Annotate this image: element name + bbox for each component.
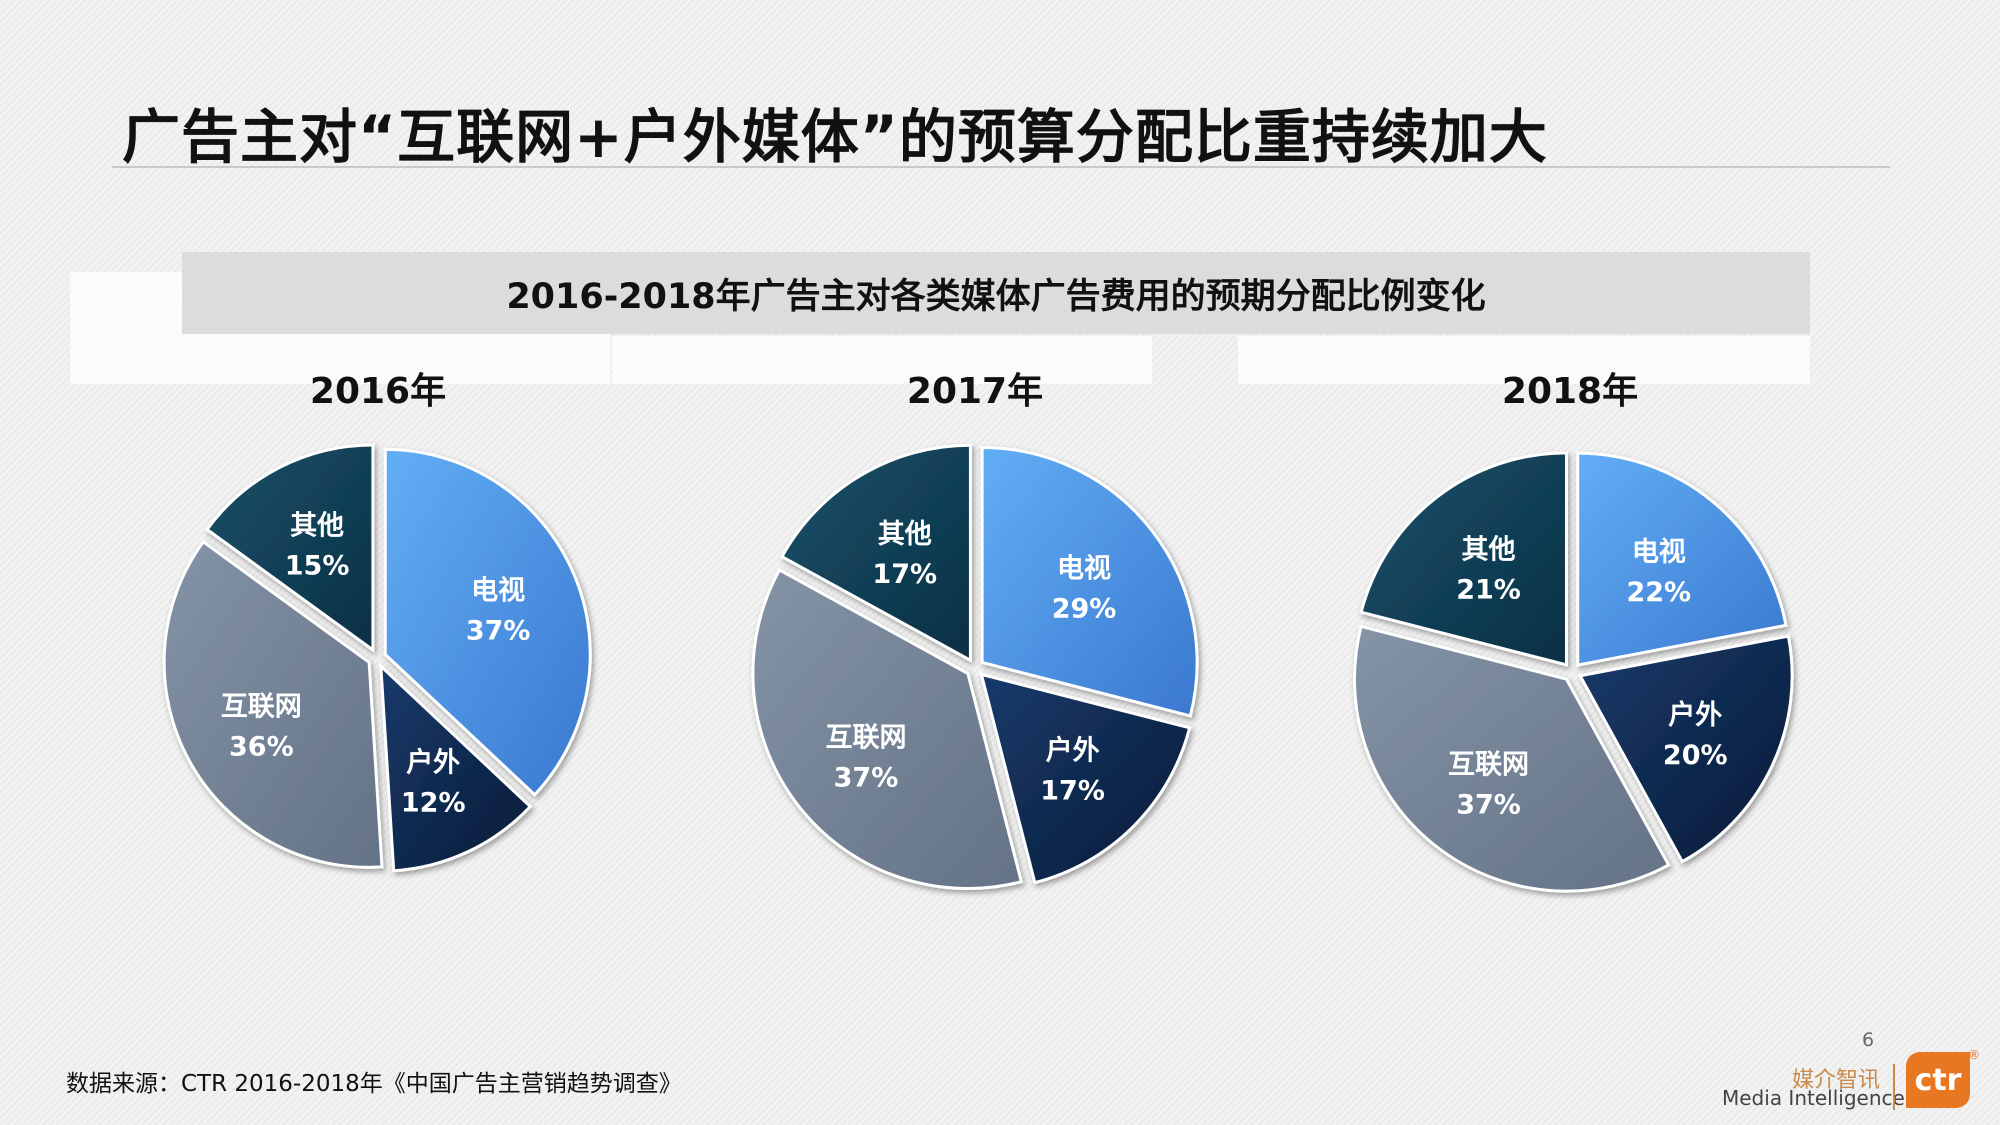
slice-category-label-2017-户外: 户外 bbox=[1046, 735, 1100, 767]
panel-background-middle bbox=[612, 336, 1152, 384]
slice-value-label-2016-电视: 37% bbox=[466, 616, 531, 647]
pie-title-2016: 2016年 bbox=[309, 371, 447, 412]
pie-slice-2018-户外 bbox=[1577, 634, 1794, 864]
slice-category-label-2017-互联网: 互联网 bbox=[825, 723, 906, 754]
pie-slice-2017-互联网 bbox=[751, 567, 1024, 890]
chart-subtitle: 2016-2018年广告主对各类媒体广告费用的预期分配比例变化 bbox=[506, 276, 1486, 317]
pie-slice-2016-其他 bbox=[204, 443, 375, 653]
pie-slice-2016-电视 bbox=[383, 447, 592, 797]
slice-category-label-2017-其他: 其他 bbox=[878, 519, 932, 550]
subtitle-bar: 2016-2018年广告主对各类媒体广告费用的预期分配比例变化 bbox=[182, 252, 1810, 334]
pie-title-2018: 2018年 bbox=[1501, 371, 1639, 412]
slice-value-label-2018-互联网: 37% bbox=[1456, 790, 1521, 821]
title-divider bbox=[112, 166, 1890, 168]
slice-value-label-2017-互联网: 37% bbox=[834, 763, 899, 794]
slice-category-label-2018-户外: 户外 bbox=[1668, 699, 1722, 731]
slice-category-label-2016-户外: 户外 bbox=[406, 746, 460, 778]
slice-category-label-2017-电视: 电视 bbox=[1057, 553, 1111, 584]
ctr-logo: ctr bbox=[1906, 1052, 1970, 1108]
slice-value-label-2017-其他: 17% bbox=[872, 559, 937, 590]
slice-category-label-2016-电视: 电视 bbox=[471, 576, 525, 607]
pie-slice-2016-户外 bbox=[379, 662, 533, 873]
slice-value-label-2016-其他: 15% bbox=[285, 550, 350, 581]
pie-slice-2017-其他 bbox=[779, 443, 972, 663]
logo-chinese-text: 媒介智讯 bbox=[1792, 1068, 1881, 1093]
slice-category-label-2018-电视: 电视 bbox=[1632, 537, 1686, 568]
slice-category-label-2018-互联网: 互联网 bbox=[1448, 750, 1529, 781]
pie-slice-2018-互联网 bbox=[1353, 624, 1671, 893]
page-number: 6 bbox=[1862, 1029, 1875, 1051]
logo-english-text: Media Intelligence bbox=[1722, 1086, 1905, 1110]
pie-slice-2017-电视 bbox=[980, 445, 1199, 718]
slice-value-label-2018-电视: 22% bbox=[1626, 577, 1691, 608]
pie-slice-2018-电视 bbox=[1576, 451, 1788, 667]
pie-slice-2017-户外 bbox=[979, 672, 1192, 885]
pie-title-2017: 2017年 bbox=[906, 371, 1044, 412]
pie-slice-2016-互联网 bbox=[162, 539, 384, 869]
slice-value-label-2018-其他: 21% bbox=[1456, 574, 1521, 605]
slice-category-label-2016-互联网: 互联网 bbox=[221, 692, 302, 723]
slice-value-label-2017-电视: 29% bbox=[1052, 593, 1117, 624]
slice-value-label-2018-户外: 20% bbox=[1663, 740, 1728, 771]
slice-value-label-2016-户外: 12% bbox=[401, 787, 466, 818]
page-title: 广告主对“互联网+户外媒体”的预算分配比重持续加大 bbox=[122, 103, 1548, 171]
data-source-note: 数据来源：CTR 2016-2018年《中国广告主营销趋势调查》 bbox=[66, 1071, 682, 1097]
registered-mark: ® bbox=[1968, 1048, 1980, 1062]
panel-background-right bbox=[1238, 336, 1810, 384]
slice-value-label-2016-互联网: 36% bbox=[229, 732, 294, 763]
logo-divider bbox=[1893, 1064, 1895, 1110]
pie-slice-2018-其他 bbox=[1359, 451, 1568, 667]
slice-category-label-2016-其他: 其他 bbox=[290, 510, 344, 541]
slice-value-label-2017-户外: 17% bbox=[1040, 776, 1105, 807]
slice-category-label-2018-其他: 其他 bbox=[1462, 534, 1516, 565]
